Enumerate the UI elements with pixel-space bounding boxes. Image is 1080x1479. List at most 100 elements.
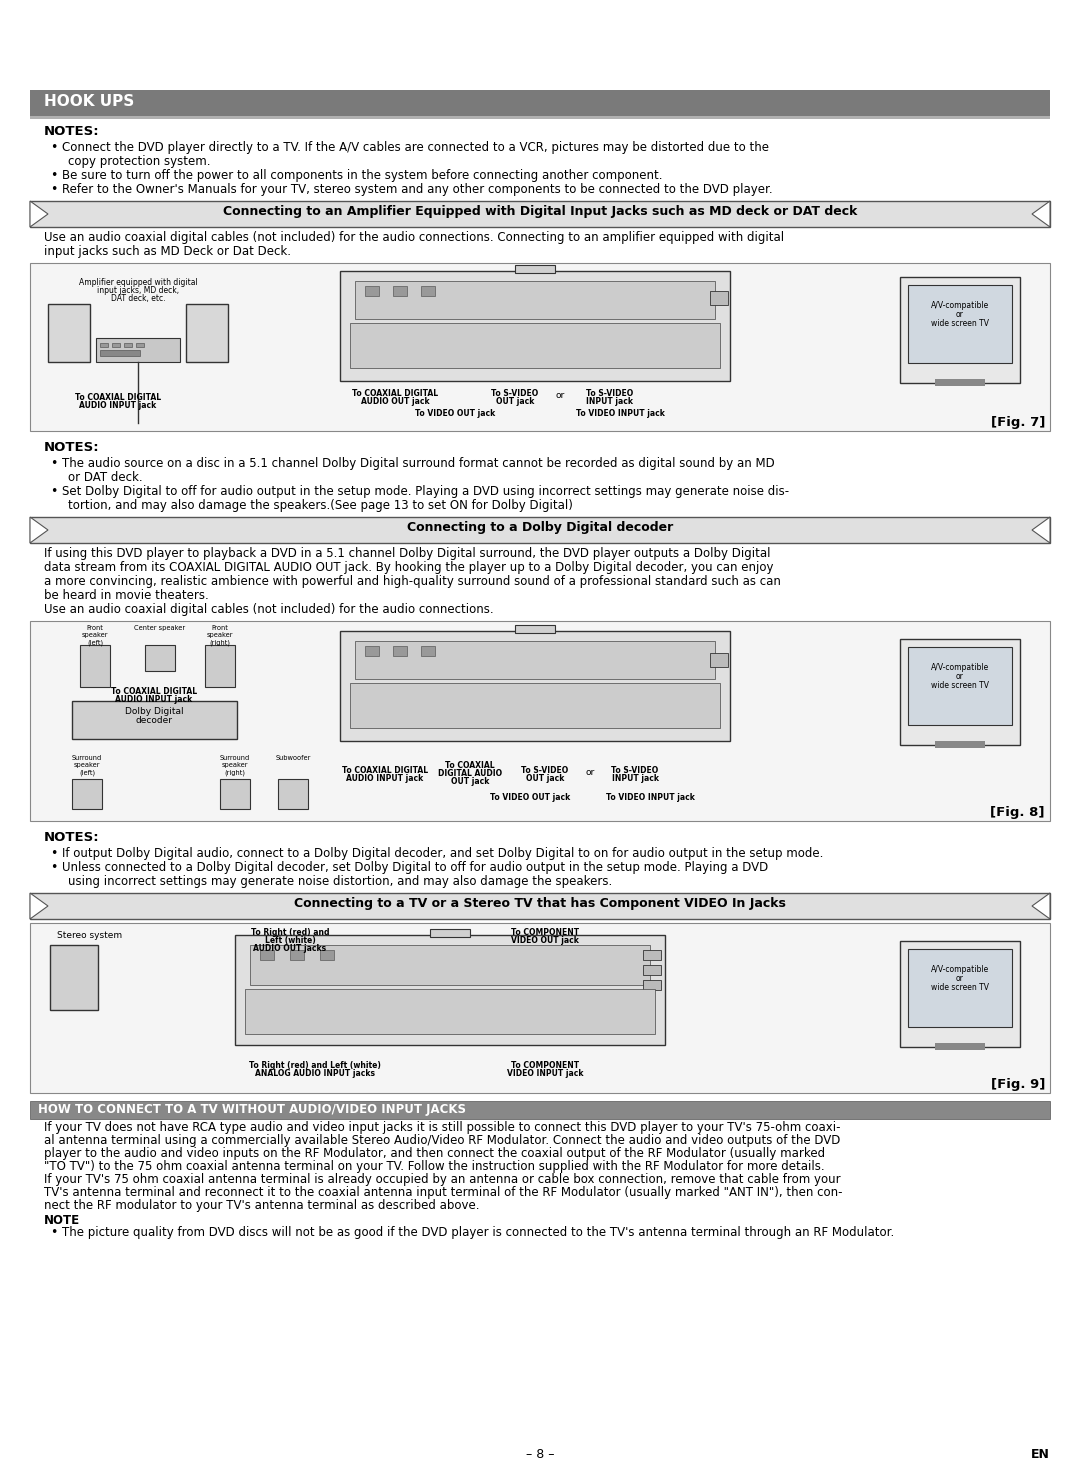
- Circle shape: [348, 963, 362, 978]
- Polygon shape: [1032, 893, 1050, 918]
- Bar: [340, 271, 730, 382]
- Bar: [643, 964, 661, 975]
- Text: using incorrect settings may generate noise distortion, and may also damage the : using incorrect settings may generate no…: [68, 876, 612, 887]
- Text: speaker: speaker: [73, 762, 100, 768]
- Text: player to the audio and video inputs on the RF Modulator, and then connect the c: player to the audio and video inputs on …: [44, 1148, 825, 1160]
- Text: nect the RF modulator to your TV's antenna terminal as described above.: nect the RF modulator to your TV's anten…: [44, 1199, 480, 1211]
- Circle shape: [525, 660, 539, 673]
- Text: TV's antenna terminal and reconnect it to the coaxial antenna input terminal of : TV's antenna terminal and reconnect it t…: [44, 1186, 842, 1199]
- Text: input jacks, MD deck,: input jacks, MD deck,: [97, 285, 179, 294]
- Text: To COAXIAL DIGITAL: To COAXIAL DIGITAL: [352, 389, 438, 398]
- Text: "TO TV") to the 75 ohm coaxial antenna terminal on your TV. Follow the instructi: "TO TV") to the 75 ohm coaxial antenna t…: [44, 1160, 825, 1173]
- Bar: [100, 343, 108, 348]
- Text: speaker: speaker: [221, 762, 248, 768]
- Bar: [72, 701, 237, 740]
- Bar: [291, 950, 303, 960]
- Bar: [186, 305, 228, 362]
- Text: Center speaker: Center speaker: [134, 626, 186, 632]
- Text: Stereo system: Stereo system: [57, 930, 122, 941]
- Text: or: or: [956, 975, 964, 984]
- Text: or DAT deck.: or DAT deck.: [68, 470, 143, 484]
- Text: Amplifier equipped with digital: Amplifier equipped with digital: [79, 278, 198, 287]
- Text: or: or: [956, 671, 964, 680]
- Circle shape: [212, 649, 228, 666]
- Circle shape: [57, 985, 73, 1001]
- Text: A/V-compatible: A/V-compatible: [931, 663, 989, 671]
- Text: INPUT jack: INPUT jack: [586, 396, 634, 407]
- Text: If your TV's 75 ohm coaxial antenna terminal is already occupied by an antenna o: If your TV's 75 ohm coaxial antenna term…: [44, 1173, 840, 1186]
- Text: (left): (left): [86, 639, 103, 645]
- Text: •: •: [50, 141, 57, 154]
- Text: The audio source on a disc in a 5.1 channel Dolby Digital surround format cannot: The audio source on a disc in a 5.1 chan…: [62, 457, 774, 470]
- Text: AUDIO INPUT jack: AUDIO INPUT jack: [347, 774, 423, 782]
- Circle shape: [55, 957, 75, 978]
- Circle shape: [75, 957, 94, 978]
- Bar: [393, 285, 407, 296]
- Text: NOTE: NOTE: [44, 1214, 80, 1228]
- Circle shape: [525, 299, 539, 314]
- Text: (left): (left): [79, 769, 95, 775]
- Text: EN: EN: [1031, 1448, 1050, 1461]
- Text: •: •: [50, 183, 57, 197]
- Text: Connecting to a TV or a Stereo TV that has Component VIDEO In Jacks: Connecting to a TV or a Stereo TV that h…: [294, 896, 786, 910]
- Text: Set Dolby Digital to off for audio output in the setup mode. Playing a DVD using: Set Dolby Digital to off for audio outpu…: [62, 485, 789, 498]
- Bar: [30, 893, 1050, 918]
- Circle shape: [268, 963, 282, 978]
- Bar: [30, 90, 1050, 115]
- Text: •: •: [50, 861, 57, 874]
- Circle shape: [428, 963, 442, 978]
- Text: HOW TO CONNECT TO A TV WITHOUT AUDIO/VIDEO INPUT JACKS: HOW TO CONNECT TO A TV WITHOUT AUDIO/VID…: [38, 1103, 465, 1117]
- Circle shape: [487, 660, 501, 673]
- Text: To S-VIDEO: To S-VIDEO: [491, 389, 539, 398]
- Bar: [220, 779, 249, 809]
- Bar: [205, 645, 235, 688]
- Text: speaker: speaker: [206, 632, 233, 637]
- Text: Surround: Surround: [220, 754, 251, 762]
- Bar: [100, 351, 140, 356]
- Bar: [900, 277, 1020, 383]
- Text: •: •: [50, 847, 57, 859]
- Text: To COAXIAL DIGITAL: To COAXIAL DIGITAL: [75, 393, 161, 402]
- Text: Front: Front: [212, 626, 229, 632]
- Text: wide screen TV: wide screen TV: [931, 319, 989, 328]
- Text: Connecting to a Dolby Digital decoder: Connecting to a Dolby Digital decoder: [407, 521, 673, 534]
- Circle shape: [411, 660, 426, 673]
- Text: OUT jack: OUT jack: [496, 396, 535, 407]
- Text: NOTES:: NOTES:: [44, 126, 99, 138]
- Text: •: •: [50, 169, 57, 182]
- Text: [Fig. 7]: [Fig. 7]: [990, 416, 1045, 429]
- Text: If output Dolby Digital audio, connect to a Dolby Digital decoder, and set Dolby: If output Dolby Digital audio, connect t…: [62, 847, 823, 859]
- Polygon shape: [30, 518, 48, 543]
- Circle shape: [195, 308, 219, 331]
- Circle shape: [468, 963, 482, 978]
- Bar: [30, 518, 1050, 543]
- Circle shape: [76, 985, 92, 1001]
- Bar: [340, 632, 730, 741]
- Text: OUT jack: OUT jack: [526, 774, 564, 782]
- Text: To S-VIDEO: To S-VIDEO: [611, 766, 659, 775]
- Text: To COAXIAL: To COAXIAL: [445, 762, 495, 771]
- Polygon shape: [1032, 201, 1050, 226]
- Text: DIGITAL AUDIO: DIGITAL AUDIO: [437, 769, 502, 778]
- Bar: [355, 640, 715, 679]
- Text: Left (white): Left (white): [265, 936, 315, 945]
- Bar: [72, 779, 102, 809]
- Bar: [908, 646, 1012, 725]
- Text: To VIDEO INPUT jack: To VIDEO INPUT jack: [606, 793, 694, 802]
- Text: Front: Front: [86, 626, 104, 632]
- Text: (right): (right): [210, 639, 230, 645]
- Bar: [320, 950, 334, 960]
- Text: VIDEO INPUT jack: VIDEO INPUT jack: [507, 1069, 583, 1078]
- Text: Refer to the Owner's Manuals for your TV, stereo system and any other components: Refer to the Owner's Manuals for your TV…: [62, 183, 772, 197]
- Text: To COMPONENT: To COMPONENT: [511, 1060, 579, 1069]
- Bar: [145, 645, 175, 671]
- Bar: [50, 945, 98, 1010]
- Bar: [30, 115, 1050, 118]
- Text: To COAXIAL DIGITAL: To COAXIAL DIGITAL: [111, 688, 197, 697]
- Text: a more convincing, realistic ambience with powerful and high-quality surround so: a more convincing, realistic ambience wi…: [44, 575, 781, 589]
- Polygon shape: [1032, 518, 1050, 543]
- Text: (right): (right): [225, 769, 245, 775]
- Text: To VIDEO OUT jack: To VIDEO OUT jack: [415, 410, 495, 419]
- Text: The picture quality from DVD discs will not be as good if the DVD player is conn: The picture quality from DVD discs will …: [62, 1226, 894, 1239]
- Bar: [278, 779, 308, 809]
